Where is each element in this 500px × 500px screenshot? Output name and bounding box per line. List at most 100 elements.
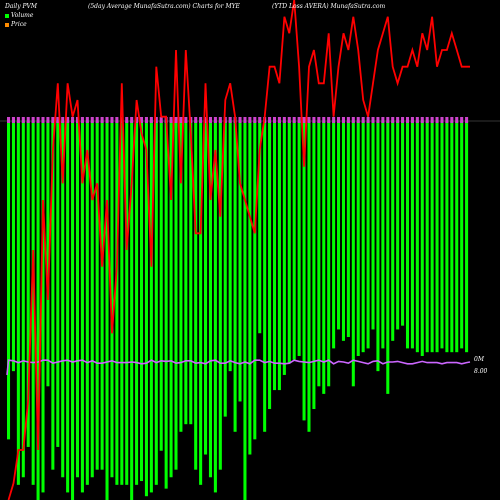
volume-bar [184,121,188,425]
volume-bar [410,121,414,349]
volume-top-marker [356,117,360,123]
volume-top-marker [51,117,55,123]
volume-bar [51,121,55,470]
volume-top-marker [327,117,331,123]
volume-bar [292,121,296,360]
volume-top-marker [11,117,15,123]
volume-bar [361,121,365,353]
volume-top-marker [105,117,109,123]
volume-top-marker [450,117,454,123]
volume-bar [16,121,20,485]
volume-top-marker [420,117,424,123]
volume-top-marker [194,117,198,123]
volume-top-marker [208,117,212,123]
volume-bar [465,121,469,353]
volume-bars [7,121,469,500]
volume-bar [243,121,247,500]
volume-bar [66,121,70,493]
volume-top-marker [120,117,124,123]
volume-top-marker [85,117,89,123]
volume-top-marker [228,117,232,123]
volume-top-marker [199,117,203,123]
volume-top-marker [287,117,291,123]
volume-top-marker [292,117,296,123]
volume-bar [204,121,208,455]
volume-top-marker [430,117,434,123]
volume-bar [80,121,84,493]
volume-top-marker [80,117,84,123]
volume-top-marker [154,117,158,123]
right-volume-label: 0M [474,356,484,363]
volume-top-marker [139,117,144,123]
volume-bar [351,121,355,387]
volume-bar [302,121,306,421]
volume-bar [322,121,326,394]
volume-bar [100,121,104,470]
volume-top-marker [26,117,30,123]
volume-bar [95,121,99,470]
volume-bar [396,121,400,330]
volume-top-marker [425,117,429,123]
volume-top-marker [159,117,163,123]
volume-top-marker [410,117,414,123]
volume-bar [135,121,139,485]
volume-bar [356,121,360,356]
volume-top-markers [7,117,469,123]
volume-top-marker [130,117,134,123]
volume-top-marker [381,117,385,123]
volume-top-marker [386,117,390,123]
volume-bar [445,121,449,353]
volume-top-marker [337,117,341,123]
volume-top-marker [297,117,301,123]
volume-top-marker [100,117,104,123]
volume-bar [90,121,94,478]
volume-top-marker [115,117,119,123]
volume-bar [337,121,341,330]
volume-top-marker [371,117,375,123]
volume-top-marker [405,117,410,123]
volume-bar [430,121,434,353]
volume-top-marker [204,117,208,123]
volume-bar [26,121,30,447]
volume-bar [317,121,321,387]
volume-top-marker [174,117,178,123]
volume-top-marker [66,117,70,123]
volume-top-marker [366,117,370,123]
header-left: Daily PVM [5,3,38,10]
volume-top-marker [179,117,183,123]
volume-top-marker [282,117,286,123]
volume-bar [105,121,109,500]
volume-top-marker [445,117,449,123]
volume-bar [307,121,311,432]
volume-bar [149,121,153,493]
volume-top-marker [302,117,306,123]
volume-bar [7,121,11,440]
volume-bar [233,121,237,432]
volume-top-marker [135,117,139,123]
volume-bar [420,121,424,356]
volume-top-marker [268,117,272,123]
average-line [6,359,471,376]
header-right: (YTD Loss AVERA) MunafaSutra.com [272,3,386,10]
volume-bar [366,121,370,349]
volume-bar [85,121,89,485]
volume-bar [440,121,444,349]
volume-top-marker [16,117,20,123]
volume-bar [376,121,380,372]
volume-top-marker [376,117,380,123]
right-price-label: 8.00 [474,368,488,375]
volume-bar [61,121,65,478]
volume-top-marker [258,117,262,123]
volume-top-marker [144,117,148,123]
volume-bar [391,121,395,341]
legend-volume-label: Volume [11,12,34,19]
volume-bar [415,121,419,353]
volume-bar [332,121,336,349]
volume-top-marker [213,117,217,123]
volume-bar [21,121,25,478]
volume-bar [71,121,75,500]
price-line [7,0,470,500]
volume-bar [268,121,272,410]
volume-bar [282,121,286,375]
volume-top-marker [90,117,94,123]
